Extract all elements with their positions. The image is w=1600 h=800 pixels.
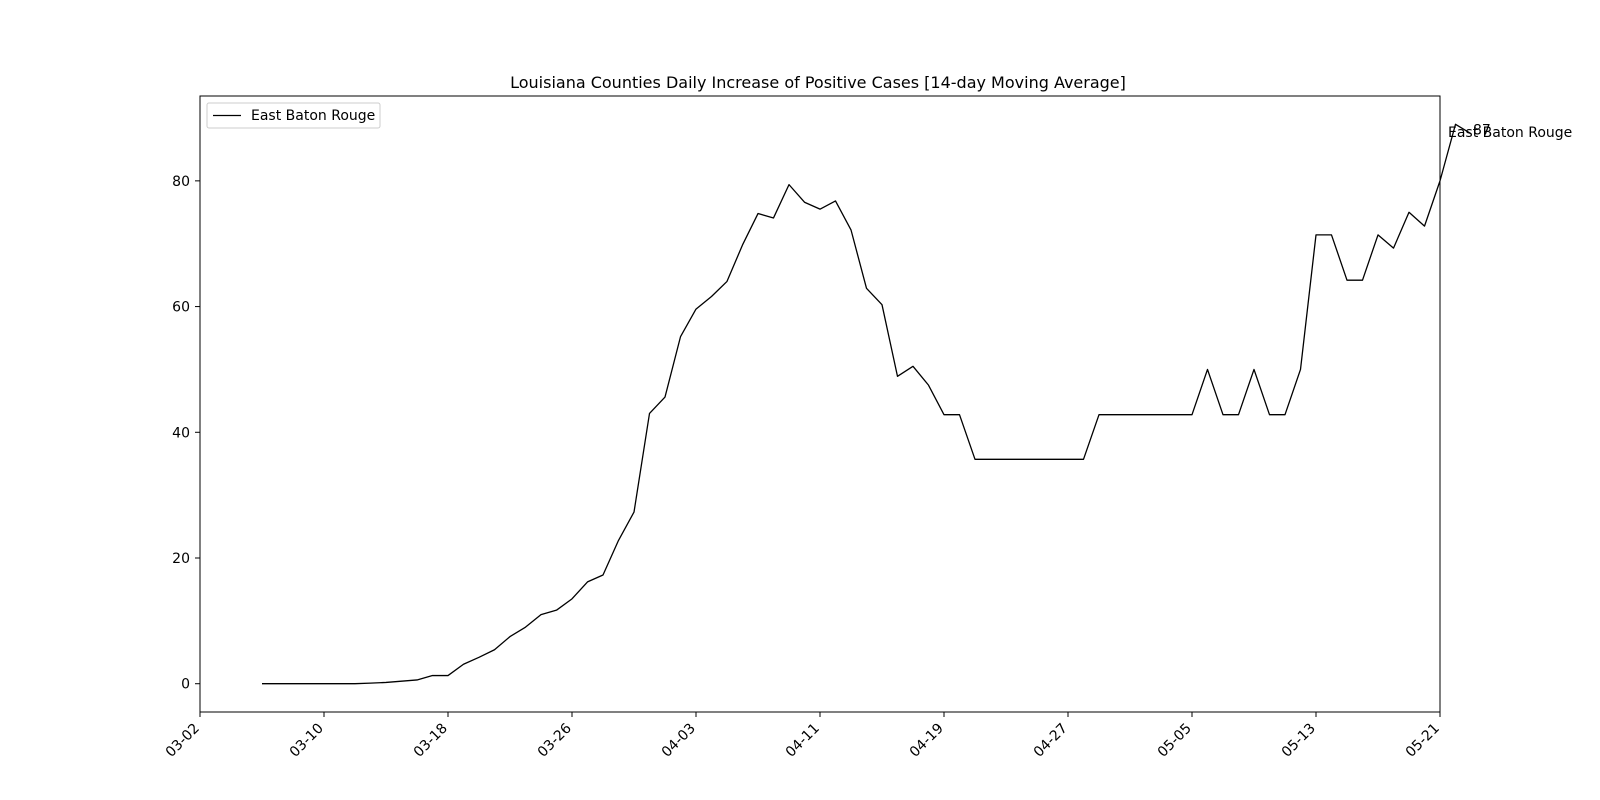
series-end-label: East Baton Rouge	[1448, 125, 1572, 141]
y-tick-label: 0	[181, 677, 190, 693]
y-tick-label: 40	[172, 425, 190, 441]
legend: East Baton Rouge	[206, 102, 381, 129]
series-layer	[262, 123, 1472, 685]
y-tick-label: 60	[172, 300, 190, 316]
y-tick-label: 80	[172, 174, 190, 190]
y-axis: 0 20 40 60 80	[172, 174, 200, 693]
chart-title: Louisiana Counties Daily Increase of Pos…	[510, 73, 1126, 92]
legend-label-east-baton-rouge: East Baton Rouge	[251, 108, 375, 124]
series-line-east-baton-rouge	[262, 123, 1472, 685]
last-value-label: 87	[1473, 123, 1491, 139]
legend-box	[206, 102, 381, 129]
plot-frame	[199, 95, 1441, 713]
y-tick-label: 20	[172, 551, 190, 567]
